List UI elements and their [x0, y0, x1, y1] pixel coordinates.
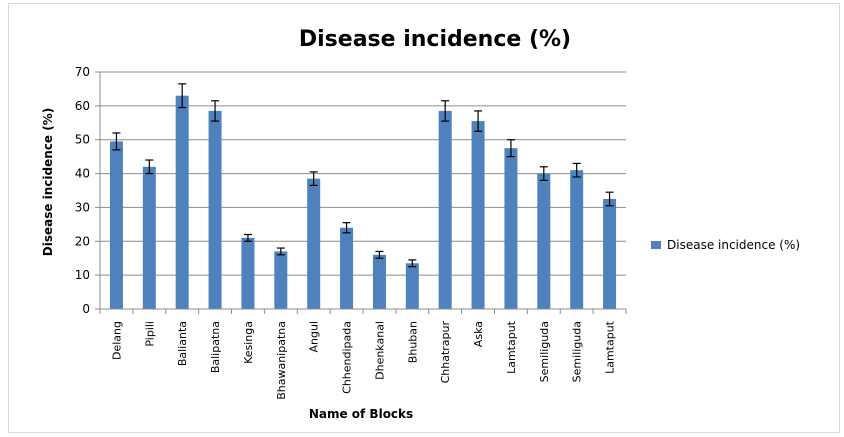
x-tick-label: Delang — [110, 321, 123, 360]
y-axis-title: Disease incidence (%) — [41, 108, 55, 257]
y-tick-label: 70 — [75, 65, 90, 79]
legend-swatch — [651, 241, 661, 249]
y-tick-label: 60 — [75, 99, 90, 113]
bars — [109, 95, 617, 309]
bar — [405, 263, 419, 309]
y-tick-label: 40 — [75, 167, 90, 181]
x-tick-label: Pipili — [143, 321, 156, 347]
bar — [471, 121, 485, 309]
bar — [504, 148, 518, 309]
legend: Disease incidence (%) — [651, 238, 800, 252]
x-tick-label: Chhendipada — [341, 321, 354, 394]
bar — [142, 166, 156, 309]
bar — [570, 170, 584, 309]
x-tick-label: Balianta — [176, 321, 189, 366]
x-tick-label: Dhenkanal — [373, 321, 386, 380]
x-tick-label: Chhatrapur — [439, 321, 452, 384]
x-tick-label: Balipatna — [209, 321, 222, 373]
bar — [208, 110, 222, 309]
x-tick-label: Semiliguda — [538, 321, 551, 382]
y-tick-label: 20 — [75, 234, 90, 248]
x-tick-label: Bhuban — [406, 321, 419, 363]
bar — [307, 178, 321, 309]
bar — [603, 198, 617, 309]
x-tick-labels: Delang Pipili Balianta Balipatna Kesinga Bhaw… — [110, 320, 616, 399]
x-tick-label: Aska — [472, 321, 485, 347]
bar-chart: Disease incidence (%) 0 10 20 30 40 50 60 70 De… — [41, 27, 800, 421]
bar — [175, 95, 189, 309]
x-tick-label: Lamtaput — [604, 320, 617, 374]
bar — [241, 237, 255, 309]
x-tick-label: Lamtaput — [505, 320, 518, 374]
bar — [274, 251, 288, 309]
axes — [95, 71, 627, 314]
x-tick-label: Semiliguda — [571, 321, 584, 382]
x-tick-label: Bhawanipatna — [275, 321, 288, 400]
x-axis-title: Name of Blocks — [309, 407, 413, 421]
legend-label: Disease incidence (%) — [667, 238, 800, 252]
chart-frame: Disease incidence (%) 0 10 20 30 40 50 60 70 De… — [8, 3, 840, 433]
x-tick-label: Angul — [308, 321, 321, 353]
x-tick-label: Kesinga — [242, 321, 255, 364]
bar — [340, 227, 354, 309]
bar — [537, 173, 551, 309]
y-tick-labels: 0 10 20 30 40 50 60 70 — [75, 65, 90, 316]
error-bars — [112, 83, 614, 268]
bar — [109, 141, 123, 309]
y-tick-label: 0 — [82, 302, 90, 316]
chart-title: Disease incidence (%) — [299, 27, 571, 52]
y-tick-label: 50 — [75, 133, 90, 147]
y-tick-label: 10 — [75, 268, 90, 282]
bar — [372, 254, 386, 309]
y-tick-label: 30 — [75, 200, 90, 214]
bar — [438, 110, 452, 309]
